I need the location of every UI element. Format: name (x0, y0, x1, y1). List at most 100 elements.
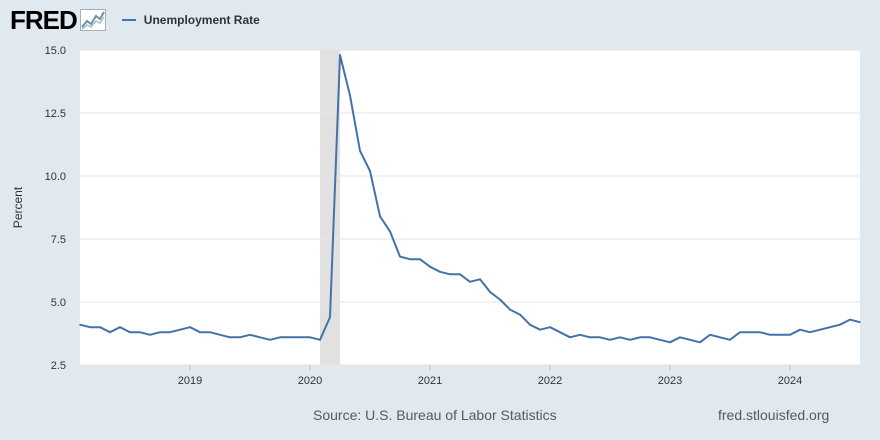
plot-area (80, 50, 860, 365)
data-point[interactable] (379, 215, 381, 218)
data-point[interactable] (259, 336, 261, 339)
legend-label[interactable]: Unemployment Rate (143, 13, 260, 27)
data-point[interactable] (119, 326, 121, 329)
data-point[interactable] (99, 326, 101, 329)
data-point[interactable] (219, 333, 221, 336)
data-point[interactable] (739, 331, 741, 334)
data-point[interactable] (109, 331, 111, 334)
legend-swatch (121, 19, 136, 21)
data-point[interactable] (769, 333, 771, 336)
x-tick-label: 2024 (778, 375, 802, 387)
data-point[interactable] (669, 341, 671, 344)
source-note: Source: U.S. Bureau of Labor Statistics (313, 407, 557, 423)
data-point[interactable] (319, 339, 321, 341)
data-point[interactable] (489, 291, 491, 293)
data-point[interactable] (509, 308, 511, 311)
data-point[interactable] (639, 336, 641, 339)
data-point[interactable] (709, 333, 711, 336)
data-point[interactable] (349, 94, 351, 97)
data-point[interactable] (129, 331, 131, 334)
data-point[interactable] (629, 339, 631, 341)
data-point[interactable] (429, 265, 431, 268)
data-point[interactable] (689, 339, 691, 341)
data-point[interactable] (789, 333, 791, 336)
site-link[interactable]: fred.stlouisfed.org (718, 407, 830, 423)
data-point[interactable] (299, 336, 301, 339)
data-point[interactable] (459, 273, 461, 276)
data-point[interactable] (609, 339, 611, 341)
data-point[interactable] (519, 313, 521, 316)
data-point[interactable] (749, 331, 751, 334)
data-point[interactable] (599, 336, 601, 339)
data-point[interactable] (549, 326, 551, 329)
data-point[interactable] (559, 331, 561, 334)
data-point[interactable] (779, 333, 781, 336)
recession-band (320, 50, 340, 365)
y-tick-label: 15.0 (45, 45, 66, 57)
data-point[interactable] (819, 328, 821, 331)
data-point[interactable] (369, 170, 371, 172)
data-point[interactable] (659, 339, 661, 341)
chart-legend[interactable]: Unemployment Rate (121, 13, 260, 27)
data-point[interactable] (409, 258, 411, 260)
x-tick-label: 2020 (298, 375, 322, 387)
data-point[interactable] (79, 323, 81, 326)
x-tick-label: 2023 (658, 375, 682, 387)
data-point[interactable] (859, 321, 861, 323)
data-point[interactable] (809, 331, 811, 334)
data-point[interactable] (839, 323, 841, 326)
data-point[interactable] (199, 331, 201, 334)
data-point[interactable] (329, 316, 331, 318)
data-point[interactable] (479, 278, 481, 281)
data-point[interactable] (139, 331, 141, 334)
data-point[interactable] (149, 333, 151, 336)
data-point[interactable] (389, 230, 391, 233)
data-point[interactable] (359, 150, 361, 152)
data-point[interactable] (449, 273, 451, 276)
data-point[interactable] (499, 298, 501, 301)
data-point[interactable] (189, 326, 191, 329)
data-point[interactable] (209, 331, 211, 334)
data-point[interactable] (269, 339, 271, 341)
data-point[interactable] (729, 339, 731, 341)
data-point[interactable] (849, 318, 851, 321)
data-point[interactable] (159, 331, 161, 334)
data-point[interactable] (539, 328, 541, 331)
data-point[interactable] (619, 336, 621, 339)
data-point[interactable] (679, 336, 681, 339)
data-point[interactable] (419, 258, 421, 260)
data-point[interactable] (569, 336, 571, 339)
data-point[interactable] (239, 336, 241, 339)
y-tick-label: 12.5 (45, 108, 66, 120)
x-tick-label: 2022 (538, 375, 562, 387)
data-point[interactable] (799, 328, 801, 331)
data-point[interactable] (169, 331, 171, 334)
y-tick-label: 2.5 (51, 360, 66, 372)
y-tick-label: 5.0 (51, 297, 66, 309)
data-point[interactable] (229, 336, 231, 339)
data-point[interactable] (469, 281, 471, 283)
fred-logo[interactable]: FRED (10, 5, 78, 35)
data-point[interactable] (179, 328, 181, 331)
data-point[interactable] (439, 270, 441, 273)
data-point[interactable] (759, 331, 761, 334)
x-tick-label: 2019 (178, 375, 202, 387)
data-point[interactable] (339, 54, 341, 56)
y-axis-label: Percent (11, 186, 25, 228)
data-point[interactable] (579, 333, 581, 336)
y-tick-label: 10.0 (45, 171, 66, 183)
data-point[interactable] (279, 336, 281, 339)
data-point[interactable] (829, 326, 831, 329)
data-point[interactable] (649, 336, 651, 339)
data-point[interactable] (529, 323, 531, 326)
data-point[interactable] (249, 333, 251, 336)
data-point[interactable] (289, 336, 291, 339)
data-point[interactable] (719, 336, 721, 339)
data-point[interactable] (699, 341, 701, 344)
y-tick-label: 7.5 (51, 234, 66, 246)
data-point[interactable] (589, 336, 591, 339)
data-point[interactable] (309, 336, 311, 339)
data-point[interactable] (399, 255, 401, 258)
data-point[interactable] (89, 326, 91, 329)
